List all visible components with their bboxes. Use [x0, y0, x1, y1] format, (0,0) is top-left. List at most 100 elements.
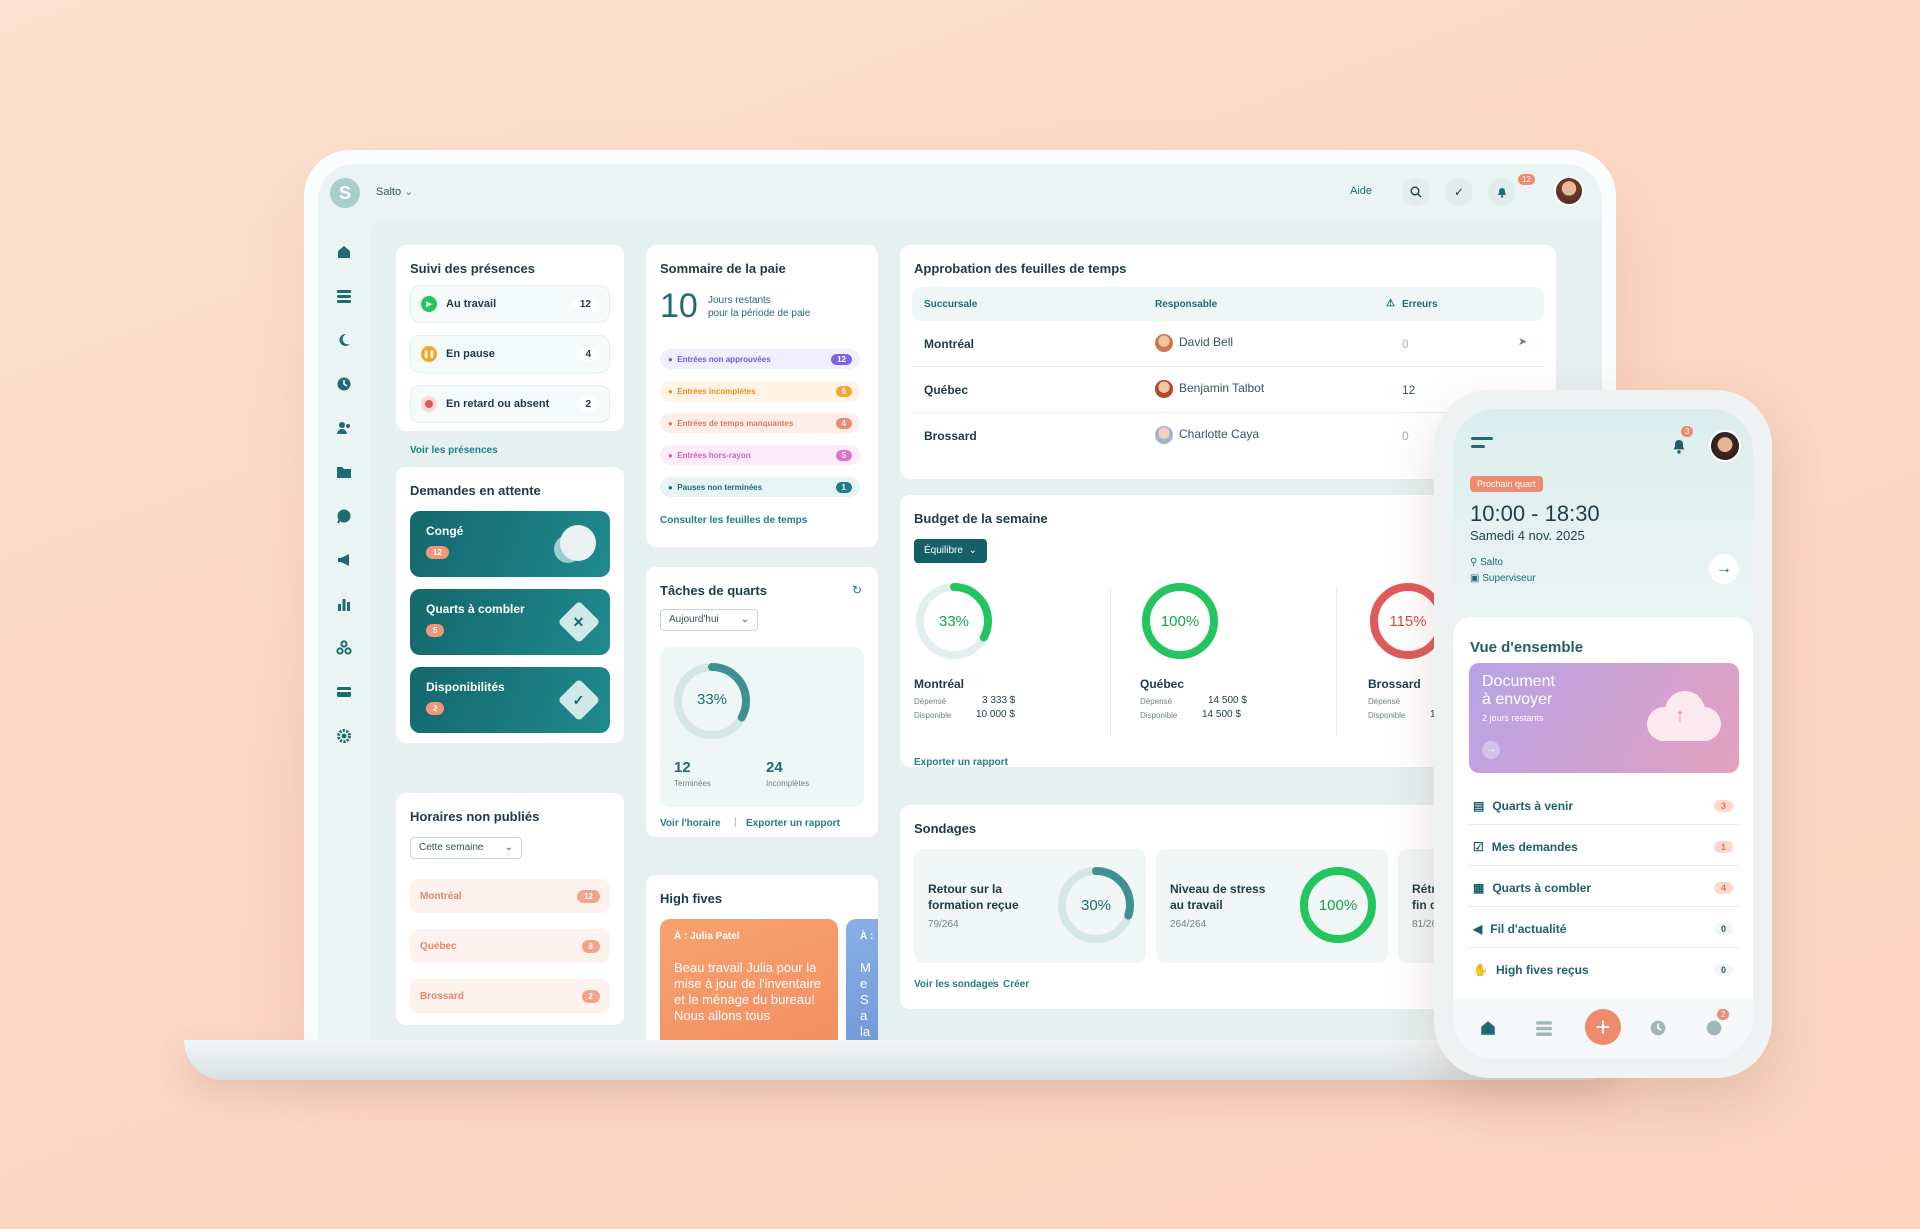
- survey-responses: 81/26: [1412, 919, 1438, 930]
- chat-icon[interactable]: [331, 503, 357, 529]
- table-row[interactable]: Montréal David Bell 0 ➤: [912, 321, 1544, 367]
- schedule-icon[interactable]: [1535, 1019, 1553, 1042]
- notifications-button[interactable]: [1488, 178, 1516, 206]
- survey-card[interactable]: Niveau de stress au travail 264/264 100%: [1156, 849, 1388, 963]
- arrow-right-icon: →: [1482, 741, 1500, 759]
- badge-icon: ▣: [1470, 573, 1480, 584]
- cloud-upload-icon: ↑: [1647, 685, 1721, 741]
- day-select[interactable]: Aujourd'hui ⌄: [660, 609, 758, 631]
- line-count: 5: [835, 449, 852, 461]
- high-five-card[interactable]: À : Julia Patel Beau travail Julia pour …: [660, 919, 838, 1040]
- open-shifts-row[interactable]: ▦ Quarts à combler 4: [1467, 869, 1739, 907]
- available-value: 10 000 $: [976, 709, 1015, 720]
- payroll-line[interactable]: ● Entrées de temps manquantes 4: [660, 413, 860, 433]
- doc-title-line: Document: [1482, 673, 1555, 690]
- budget-mode-select[interactable]: Équilibre ⌄: [914, 539, 987, 563]
- survey-title-line: Niveau de stress: [1170, 882, 1266, 896]
- chevron-down-icon: ⌄: [404, 186, 414, 198]
- unpublished-row[interactable]: Montréal 12: [410, 879, 610, 913]
- gear-icon[interactable]: [331, 723, 357, 749]
- news-feed-row[interactable]: ◀ Fil d'actualité 0: [1467, 910, 1739, 948]
- menu-icon[interactable]: [1471, 437, 1493, 456]
- survey-card[interactable]: Retour sur la formation reçue 79/264 30%: [914, 849, 1146, 963]
- row-count: 0: [1713, 922, 1733, 935]
- arrow-right-icon[interactable]: →: [1709, 554, 1739, 584]
- manager-name: Charlotte Caya: [1179, 427, 1260, 442]
- help-link[interactable]: Aide: [1350, 185, 1373, 197]
- view-surveys-link[interactable]: Voir les sondages: [914, 979, 999, 990]
- high-five-card[interactable]: À : Me Sa la la se: [846, 919, 878, 1040]
- my-requests-row[interactable]: ☑ Mes demandes 1: [1467, 828, 1739, 866]
- bell-icon[interactable]: [1671, 437, 1687, 460]
- view-attendance-link[interactable]: Voir les présences: [410, 445, 498, 456]
- high-five-recipient: À :: [860, 931, 874, 942]
- view-timesheets-link[interactable]: Consulter les feuilles de temps: [660, 515, 808, 526]
- high-five-message: Me Sa la la se: [860, 960, 871, 1039]
- attendance-break-row[interactable]: ❚❚ En pause 4: [410, 335, 610, 373]
- credit-card-icon[interactable]: [331, 679, 357, 705]
- chat-icon[interactable]: [1705, 1019, 1723, 1042]
- survey-progress-ring: [1300, 867, 1376, 943]
- org-chart-icon[interactable]: [331, 635, 357, 661]
- chevron-down-icon: ⌄: [504, 842, 513, 853]
- megaphone-icon[interactable]: [331, 547, 357, 573]
- upcoming-shifts-row[interactable]: ▤ Quarts à venir 3: [1467, 787, 1739, 825]
- period-select[interactable]: Cette semaine ⌄: [410, 837, 522, 859]
- row-label: Québec: [420, 940, 457, 952]
- high-fives-row[interactable]: ✋ High fives reçus 0: [1467, 951, 1739, 989]
- tile-label: Congé: [426, 524, 464, 538]
- add-button[interactable]: +: [1585, 1009, 1621, 1045]
- row-label: Au travail: [446, 298, 497, 310]
- user-avatar[interactable]: [1709, 430, 1741, 462]
- open-shifts-tile[interactable]: Quarts à combler 5 ✕: [410, 589, 610, 655]
- table-row[interactable]: Brossard Charlotte Caya 0: [912, 413, 1544, 459]
- export-report-link[interactable]: Exporter un rapport: [746, 818, 840, 829]
- home-icon[interactable]: [331, 239, 357, 265]
- availabilities-tile[interactable]: Disponibilités 2 ✓: [410, 667, 610, 733]
- document-card[interactable]: Document à envoyer 2 jours restants → ↑: [1469, 663, 1739, 773]
- export-budget-report-link[interactable]: Exporter un rapport: [914, 757, 1008, 768]
- schedule-icon[interactable]: [331, 283, 357, 309]
- table-row[interactable]: Québec Benjamin Talbot 12: [912, 367, 1544, 413]
- refresh-icon[interactable]: ↻: [852, 583, 863, 597]
- payroll-line[interactable]: ● Entrées hors-rayon 5: [660, 445, 860, 465]
- home-icon[interactable]: [1479, 1019, 1497, 1042]
- tasks-done-count: 12: [674, 759, 691, 776]
- link-separator: |: [992, 978, 995, 989]
- org-name: Salto: [376, 186, 402, 198]
- payroll-line[interactable]: ● Entrées non approuvées 12: [660, 349, 860, 369]
- unpublished-row[interactable]: Québec 8: [410, 929, 610, 963]
- payroll-line[interactable]: ● Entrées incomplètes 6: [660, 381, 860, 401]
- app-logo[interactable]: S: [330, 178, 360, 208]
- attendance-late-row[interactable]: En retard ou absent 2: [410, 385, 610, 423]
- high-fives-card: High fives À : Julia Patel Beau travail …: [646, 875, 878, 1040]
- divider: [1336, 587, 1337, 737]
- send-icon[interactable]: ➤: [1518, 336, 1528, 348]
- payroll-line[interactable]: ● Pauses non terminées 1: [660, 477, 860, 497]
- attendance-working-row[interactable]: ▶ Au travail 12: [410, 285, 610, 323]
- tasks-button[interactable]: ✓: [1445, 178, 1473, 206]
- column-header: Responsable: [1155, 299, 1218, 310]
- location-name: Salto: [1480, 557, 1503, 568]
- location-pin-icon: ⚲: [1470, 557, 1478, 568]
- branch-cell: Brossard: [924, 429, 977, 443]
- tile-count: 12: [426, 546, 449, 559]
- create-survey-link[interactable]: Créer: [1003, 979, 1030, 990]
- bar-chart-icon[interactable]: [331, 591, 357, 617]
- calendar-icon: ▦: [1473, 880, 1485, 895]
- search-button[interactable]: [1402, 178, 1430, 206]
- folder-icon[interactable]: [331, 459, 357, 485]
- row-count: 1: [1713, 840, 1733, 853]
- view-schedule-link[interactable]: Voir l'horaire: [660, 818, 721, 829]
- user-avatar[interactable]: [1554, 176, 1584, 206]
- leave-tile[interactable]: Congé 12: [410, 511, 610, 577]
- org-selector[interactable]: Salto ⌄: [376, 185, 413, 198]
- row-label: Fil d'actualité: [1490, 921, 1567, 936]
- line-count: 4: [835, 417, 852, 429]
- moon-icon[interactable]: [331, 327, 357, 353]
- unpublished-row[interactable]: Brossard 2: [410, 979, 610, 1013]
- clock-icon[interactable]: [1649, 1019, 1667, 1042]
- clock-icon[interactable]: [331, 371, 357, 397]
- row-count: 2: [577, 396, 599, 412]
- users-icon[interactable]: [331, 415, 357, 441]
